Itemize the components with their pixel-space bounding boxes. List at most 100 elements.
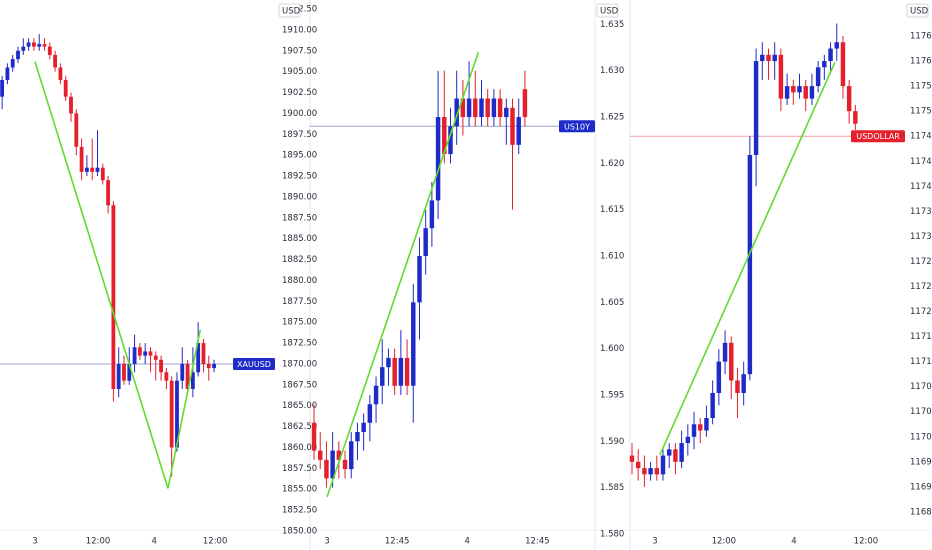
candle-body <box>673 449 678 462</box>
candle-body <box>47 46 52 55</box>
y-tick-label: 1885.00 <box>282 234 317 244</box>
y-tick-label: 1862.50 <box>282 422 317 432</box>
y-tick-label: 1855.00 <box>282 485 317 495</box>
x-tick-label: 4 <box>151 537 156 547</box>
candle-body <box>196 343 201 373</box>
candle-body <box>63 80 68 97</box>
candle-body <box>666 449 672 456</box>
y-tick-label: 11752 <box>910 107 932 117</box>
candle-body <box>423 228 428 257</box>
candle-body <box>336 450 342 460</box>
y-tick-label: 11748 <box>910 132 932 142</box>
candle-body <box>791 86 796 93</box>
x-tick-label: 12:00 <box>712 537 737 547</box>
candle-body <box>380 367 385 386</box>
y-tick-label: 1.590 <box>600 437 624 447</box>
candle-body <box>778 54 784 99</box>
candle-body <box>69 96 73 114</box>
x-tick-label: 12:45 <box>525 537 550 547</box>
candle-body <box>473 98 478 118</box>
y-tick-label: 1.580 <box>600 529 624 539</box>
candle-body <box>373 385 379 405</box>
price-tag <box>233 357 275 370</box>
candle-body <box>497 98 503 118</box>
y-tick-label: 1865.00 <box>282 401 317 411</box>
candle-body <box>90 167 95 172</box>
candle-body <box>741 374 746 393</box>
candle-body <box>466 98 472 118</box>
candle-body <box>660 455 666 475</box>
candle-body <box>485 98 490 118</box>
candle-body <box>5 67 10 81</box>
y-tick-label: 1.585 <box>600 483 624 493</box>
candle-body <box>411 302 416 386</box>
y-tick-label: 1902.50 <box>282 88 317 98</box>
candle-body <box>143 351 148 356</box>
candle-body <box>454 98 459 127</box>
candle-body <box>398 357 404 386</box>
candle-body <box>691 424 697 437</box>
candle-body <box>834 42 839 49</box>
candle-body <box>747 154 753 375</box>
candle-body <box>828 48 833 62</box>
candle-body <box>58 67 63 81</box>
candle-body <box>355 432 360 442</box>
y-tick-label: 1.600 <box>600 344 624 354</box>
currency-box <box>278 3 301 18</box>
y-tick-label: 11716 <box>910 332 932 342</box>
trend-line <box>34 61 202 489</box>
candle-body <box>766 54 771 62</box>
y-tick-label: 1.630 <box>600 66 624 76</box>
candle-body <box>772 54 777 62</box>
price-tag <box>851 130 905 143</box>
x-tick-label: 4 <box>465 537 470 547</box>
y-tick-label: 1860.00 <box>282 443 317 453</box>
candle-body <box>710 392 715 419</box>
candle-body <box>318 450 323 460</box>
candle-body <box>127 363 132 381</box>
candle-body <box>784 86 790 99</box>
candle-body <box>111 205 116 390</box>
candle-body <box>37 44 42 47</box>
candle-body <box>212 363 216 369</box>
y-tick-label: 1.605 <box>600 298 624 308</box>
y-tick-label: 1905.00 <box>282 67 317 77</box>
y-tick-label: 1870.00 <box>282 359 317 369</box>
y-tick-label: 1880.00 <box>282 276 317 286</box>
y-tick-label: 1887.50 <box>282 213 317 223</box>
candle-body <box>79 146 84 172</box>
y-tick-label: 11736 <box>910 207 932 217</box>
currency-box <box>906 3 929 18</box>
candle-body <box>132 347 137 364</box>
x-tick-label: 4 <box>791 537 796 547</box>
candle-body <box>185 363 190 390</box>
candle-body <box>722 342 728 362</box>
y-tick-label: 11708 <box>910 382 932 392</box>
candle-body <box>679 443 684 462</box>
price-tag-label: XAUUSD <box>237 360 271 369</box>
currency-label: USD <box>282 7 301 17</box>
candle-body <box>442 117 447 155</box>
y-tick-label: 1897.50 <box>282 130 317 140</box>
candle-body <box>760 54 765 62</box>
candle-body <box>635 461 641 469</box>
candle-body <box>153 355 158 360</box>
trend-line <box>659 61 836 456</box>
candle-body <box>491 98 497 118</box>
candle-body <box>704 418 709 431</box>
y-tick-label: 1850.00 <box>282 526 317 536</box>
candle-body <box>522 89 528 118</box>
price-tag-label: USDOLLAR <box>856 132 900 141</box>
candle-body <box>698 424 703 431</box>
candle-body <box>729 342 734 381</box>
y-tick-label: 11756 <box>910 82 932 92</box>
candle-body <box>180 363 185 381</box>
y-tick-label: 11760 <box>910 57 932 67</box>
y-tick-label: 1.620 <box>600 159 624 169</box>
candle-body <box>753 61 759 155</box>
candle-body <box>190 372 195 390</box>
price-tag <box>559 120 595 133</box>
candle-body <box>516 117 521 145</box>
y-tick-label: 11692 <box>910 482 932 492</box>
